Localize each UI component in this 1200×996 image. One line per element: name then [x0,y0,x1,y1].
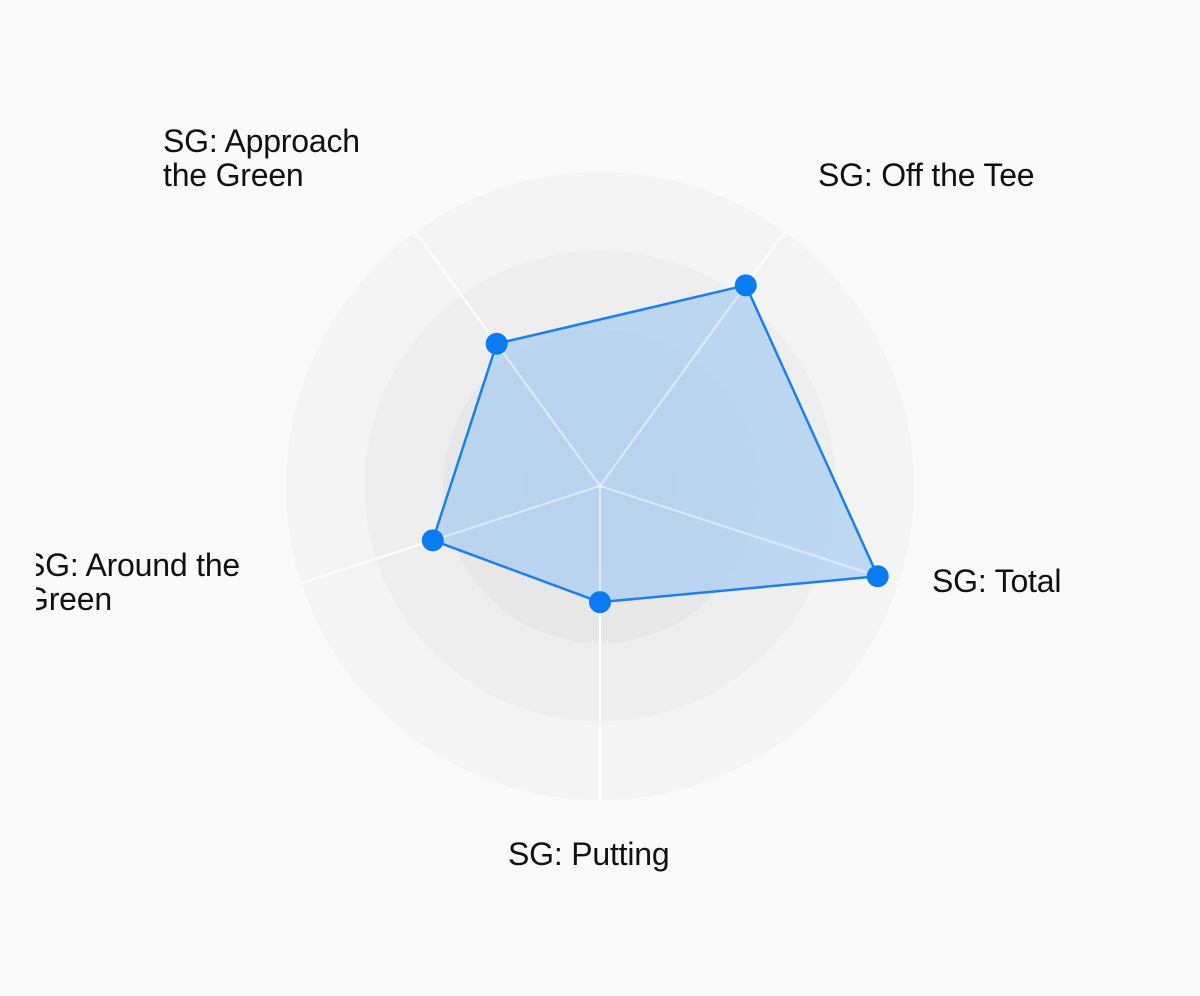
radar-point-4 [589,591,611,614]
axis-label-around-the-green: SG: Around the Green [24,547,241,617]
radar-series-area [431,284,879,604]
radar-spoke-overlay-2 [599,231,786,487]
radar-point-1 [485,332,508,355]
axis-label-approach-the-green: SG: Approach the Green [163,123,360,193]
axis-label-total: SG: Total [932,563,1062,599]
radar-points [421,274,889,614]
radar-point-2 [734,274,757,297]
axis-label-off-the-tee: SG: Off the Tee [818,157,1035,193]
axis-label-putting: SG: Putting [508,836,670,872]
radar-spoke-overlay-3 [599,485,899,584]
radar-series [301,231,899,800]
radar-point-3 [866,565,889,588]
radar-spoke-overlay-5 [301,485,601,584]
radar-spoke-overlay-1 [414,231,601,487]
radar-point-5 [421,529,444,552]
